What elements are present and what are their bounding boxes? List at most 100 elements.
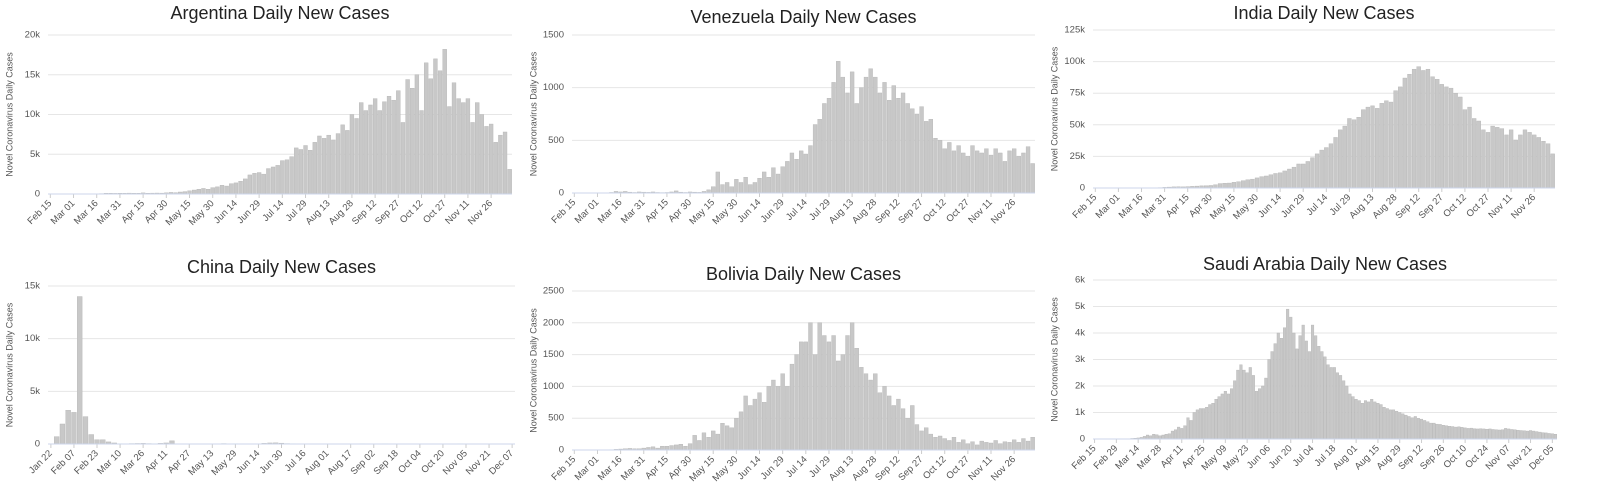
bar [1233,380,1237,440]
bar [100,439,106,445]
bar [1510,429,1514,440]
bar [775,386,781,451]
bar [1425,68,1431,189]
bar [1361,109,1366,189]
bar [1016,155,1021,194]
y-tick-label: 4k [1075,328,1085,339]
bar [1323,356,1327,440]
bar [233,182,239,195]
x-tick-label: May 30 [1231,192,1261,222]
bar [822,103,827,194]
bar [868,68,873,194]
bar [706,437,711,451]
bar [192,189,197,195]
x-tick-label: Jan 22 [27,448,55,476]
bar [1444,86,1449,189]
x-tick-label: May 30 [187,198,217,228]
bar [1301,324,1305,440]
bar [1479,428,1483,440]
bar [961,439,966,451]
x-tick-label: Mar 01 [1094,192,1123,221]
y-tick-label: 125k [1064,25,1085,36]
bar [391,99,396,195]
bar [484,126,489,195]
bar [1472,428,1476,440]
bar [1286,308,1290,440]
bar [1507,428,1511,440]
bar [831,82,836,194]
bar [349,114,355,195]
bar [868,379,873,451]
chart-title: Saudi Arabia Daily New Cases [1203,254,1447,274]
bar [1416,66,1421,189]
bar [275,165,280,195]
bar [822,335,827,451]
bar [1310,157,1315,189]
bar [803,153,808,194]
bar [1189,420,1193,440]
bar [1413,416,1417,440]
bar [979,440,984,451]
bar [298,149,304,195]
chart-title: India Daily New Cases [1233,3,1414,23]
bar [447,106,452,195]
bar [738,411,744,451]
bar [845,335,850,451]
y-tick-label: 2k [1075,381,1085,392]
x-tick-label: Jul 04 [1291,443,1317,469]
bar [701,432,707,451]
bar [1214,399,1218,440]
bar [900,92,906,194]
bar [359,102,364,195]
bar [400,122,406,195]
bar [965,155,971,194]
bar [1370,105,1375,189]
y-tick-label: 10k [25,333,41,344]
bar [757,178,762,194]
bar [803,341,808,451]
bar [1273,343,1277,440]
bar [1485,428,1489,440]
bar [345,130,350,195]
bar [1217,396,1221,440]
bar [1258,388,1262,440]
x-tick-label: Oct 12 [921,197,949,225]
bar [942,148,947,194]
bar [1504,428,1508,440]
x-tick-label: Mar 31 [95,198,124,227]
bar [1354,399,1358,440]
bar [984,442,989,451]
x-tick-label: Oct 10 [1441,443,1469,471]
bar [961,152,966,194]
bar [331,139,336,195]
chart-panel: Argentina Daily New Cases Novel Coronavir… [4,3,512,228]
y-tick-label: 5k [30,149,40,160]
bar [984,148,989,194]
bar [873,76,878,194]
bar [1220,393,1224,440]
x-tick-label: Aug 13 [304,198,333,227]
bar [1030,163,1035,194]
x-tick-label: Aug 28 [850,454,879,483]
bar [1466,428,1470,440]
bar [88,434,94,445]
bar [1230,388,1234,440]
bar [1311,324,1315,440]
x-tick-label: Sep 12 [873,454,902,483]
bar [715,433,720,451]
bar [1186,417,1190,440]
y-tick-label: 5k [1075,301,1085,312]
x-tick-label: Sep 12 [873,197,902,226]
x-tick-label: Apr 15 [119,198,147,226]
x-tick-label: Oct 12 [921,454,949,482]
bar [1276,332,1280,440]
bar [1261,385,1265,440]
bar [1342,380,1346,440]
bar [1376,403,1380,440]
bar [780,166,785,194]
bar [669,445,674,451]
bar [1388,101,1394,189]
bar [1170,430,1174,440]
bar [196,189,201,195]
x-tick-label: Aug 17 [326,448,355,477]
